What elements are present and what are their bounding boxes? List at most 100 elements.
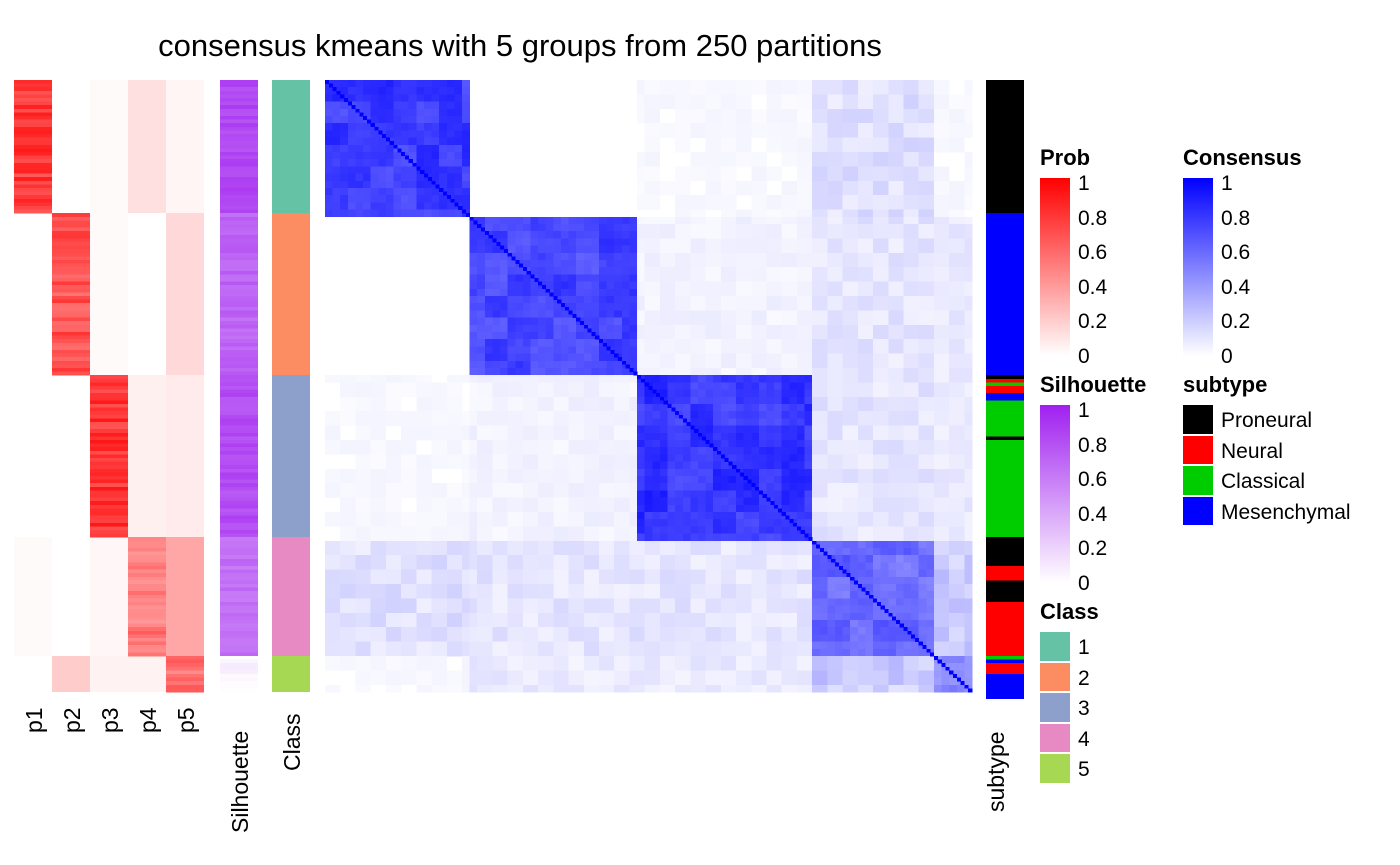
consensus-cell	[682, 209, 691, 218]
consensus-cell	[774, 519, 783, 527]
consensus-cell	[850, 288, 859, 297]
consensus-cell	[713, 166, 722, 174]
consensus-cell	[827, 468, 836, 477]
consensus-cell	[804, 144, 813, 153]
consensus-cell	[789, 353, 798, 362]
consensus-cell	[530, 461, 539, 470]
prob-cell	[52, 339, 90, 344]
consensus-cell	[492, 454, 501, 462]
consensus-cell	[363, 152, 371, 160]
consensus-cell	[675, 432, 684, 441]
consensus-cell	[652, 512, 661, 520]
consensus-cell	[766, 274, 775, 282]
consensus-cell	[705, 461, 714, 470]
consensus-cell	[621, 533, 630, 542]
silhouette-cell	[220, 202, 258, 207]
consensus-cell	[621, 483, 630, 491]
consensus-cell	[469, 533, 478, 542]
silhouette-cell	[220, 519, 258, 524]
consensus-cell	[933, 296, 942, 304]
consensus-cell	[363, 432, 371, 441]
consensus-cell	[804, 87, 813, 95]
consensus-cell	[576, 425, 585, 434]
consensus-cell	[568, 461, 577, 470]
consensus-cell	[637, 94, 645, 102]
consensus-cell	[964, 418, 973, 426]
consensus-cell	[865, 411, 874, 419]
consensus-cell	[956, 432, 965, 441]
consensus-cell	[933, 216, 942, 225]
consensus-cell	[599, 468, 607, 477]
consensus-cell	[903, 512, 912, 520]
consensus-cell	[682, 461, 691, 470]
silhouette-cell	[220, 540, 258, 545]
consensus-cell	[560, 317, 569, 326]
consensus-cell	[621, 447, 630, 455]
consensus-cell	[873, 526, 881, 534]
consensus-cell	[385, 440, 394, 448]
consensus-cell	[576, 346, 585, 354]
consensus-cell	[743, 533, 752, 542]
consensus-cell	[370, 202, 379, 210]
silhouette-column	[220, 80, 258, 693]
consensus-cell	[629, 224, 638, 232]
consensus-cell	[408, 108, 417, 117]
consensus-cell	[583, 504, 592, 513]
consensus-cell	[591, 404, 600, 412]
consensus-cell	[652, 260, 661, 268]
consensus-cell	[880, 432, 889, 441]
consensus-cell	[819, 346, 828, 354]
consensus-cell	[758, 296, 767, 304]
prob-cell	[128, 656, 166, 692]
consensus-cell	[659, 245, 668, 254]
consensus-cell	[583, 483, 592, 491]
consensus-cell	[804, 296, 813, 304]
consensus-cell	[933, 130, 942, 138]
consensus-cell	[690, 368, 699, 376]
consensus-cell	[606, 360, 615, 369]
consensus-cell	[446, 389, 455, 398]
consensus-cell	[789, 231, 798, 239]
consensus-cell	[964, 353, 973, 362]
consensus-cell	[728, 166, 737, 174]
consensus-cell	[941, 123, 950, 131]
consensus-cell	[812, 368, 821, 376]
consensus-cell	[895, 497, 904, 506]
consensus-cell	[796, 440, 805, 448]
silhouette-cell	[220, 400, 258, 405]
prob-cell	[52, 267, 90, 272]
consensus-cell	[652, 360, 661, 369]
consensus-cell	[545, 526, 554, 534]
consensus-cell	[713, 504, 722, 513]
consensus-cell	[941, 238, 950, 246]
consensus-cell	[652, 202, 661, 210]
consensus-cell	[911, 353, 920, 362]
consensus-cell	[728, 87, 737, 95]
consensus-cell	[956, 411, 965, 419]
consensus-cell	[538, 252, 547, 261]
consensus-cell	[720, 526, 729, 534]
consensus-cell	[462, 425, 470, 434]
prob-cell	[14, 173, 52, 178]
consensus-cell	[363, 447, 371, 455]
consensus-cell	[462, 418, 470, 426]
consensus-cell	[857, 368, 866, 376]
consensus-cell	[842, 281, 851, 290]
consensus-cell	[781, 382, 790, 390]
consensus-cell	[621, 238, 630, 246]
consensus-cell	[560, 425, 569, 434]
consensus-cell	[880, 404, 889, 412]
consensus-cell	[606, 425, 615, 434]
consensus-cell	[340, 476, 349, 484]
consensus-cell	[781, 324, 790, 333]
consensus-cell	[736, 418, 744, 426]
consensus-cell	[697, 173, 706, 182]
silhouette-cell	[220, 656, 258, 660]
consensus-cell	[713, 411, 722, 419]
consensus-cell	[690, 526, 699, 534]
consensus-cell	[401, 454, 410, 462]
consensus-cell	[446, 490, 455, 498]
consensus-cell	[857, 101, 866, 110]
consensus-cell	[842, 317, 851, 326]
consensus-cell	[629, 526, 638, 534]
